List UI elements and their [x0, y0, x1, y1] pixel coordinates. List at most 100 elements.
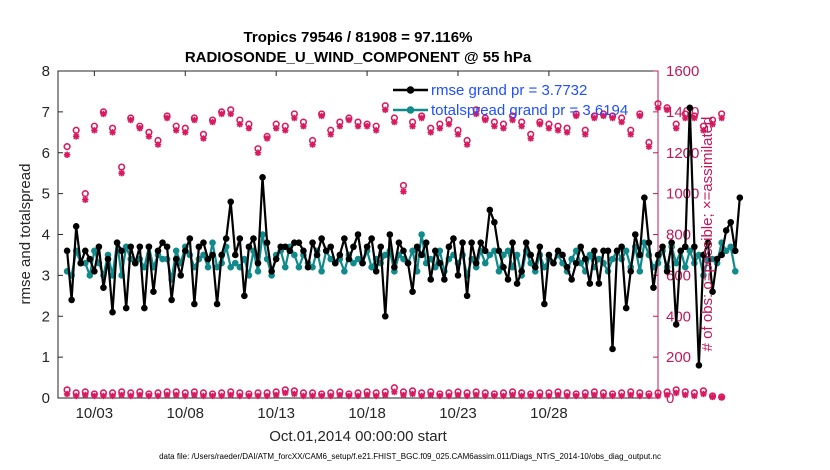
- obs-assimilated-point: [136, 125, 144, 132]
- rmse-point: [72, 223, 80, 230]
- rmse-point: [591, 247, 598, 255]
- rmse-point: [554, 247, 562, 255]
- rmse-point: [418, 251, 425, 259]
- obs-assimilated-point: [427, 129, 434, 136]
- rmse-point: [468, 239, 475, 246]
- rmse-point: [113, 239, 121, 246]
- rmse-point: [604, 247, 612, 255]
- rmse-point: [372, 267, 380, 275]
- rmse-point: [413, 243, 421, 251]
- obs-assimilated-point: [654, 104, 662, 111]
- obs-low-assimilated-point: [618, 392, 625, 400]
- totalspread-point: [641, 239, 648, 246]
- chart-title: Tropics 79546 / 81908 = 97.116%: [244, 29, 473, 46]
- rmse-point: [559, 251, 566, 259]
- obs-low-assimilated-point: [700, 390, 707, 398]
- rmse-point: [181, 247, 189, 255]
- obs-low-assimilated-point: [718, 394, 725, 401]
- obs-low-assimilated-point: [345, 392, 353, 400]
- totalspread-point: [577, 259, 585, 267]
- obs-assimilated-point: [154, 141, 162, 148]
- totalspread-point: [91, 247, 98, 255]
- rmse-point: [204, 255, 212, 263]
- totalspread-point: [81, 259, 89, 267]
- obs-low-assimilated-point: [272, 391, 280, 399]
- obs-low-assimilated-point: [418, 392, 425, 400]
- obs-assimilated-point: [300, 122, 307, 130]
- obs-assimilated-point: [482, 116, 489, 124]
- totalspread-point: [500, 251, 507, 259]
- totalspread-point: [572, 247, 580, 255]
- obs-assimilated-point: [163, 114, 171, 122]
- rmse-point: [268, 267, 275, 275]
- rmse-point: [650, 284, 657, 291]
- rmse-point: [109, 308, 116, 316]
- totalspread-point: [350, 259, 357, 267]
- obs-low-assimilated-point: [336, 391, 344, 399]
- rmse-point: [191, 300, 198, 308]
- obs-possible-point: [399, 181, 408, 190]
- obs-low-assimilated-point: [500, 392, 507, 400]
- totalspread-point: [172, 247, 180, 255]
- obs-assimilated-point: [500, 125, 507, 132]
- rmse-point: [295, 239, 303, 246]
- obs-assimilated-point: [691, 114, 698, 122]
- obs-assimilated-point: [527, 135, 534, 142]
- rmse-point: [541, 300, 548, 308]
- rmse-point: [481, 247, 489, 255]
- legend-spread-marker: [406, 106, 415, 114]
- rmse-point: [100, 284, 107, 291]
- rmse-point: [686, 104, 694, 112]
- x-tick-label: 10/18: [348, 405, 386, 422]
- obs-low-assimilated-point: [172, 391, 180, 399]
- rmse-point: [368, 235, 375, 242]
- obs-low-assimilated-point: [445, 392, 453, 400]
- obs-low-assimilated-point: [609, 392, 616, 400]
- obs-assimilated-point: [363, 122, 371, 130]
- rmse-point: [118, 247, 125, 255]
- rmse-point: [327, 243, 335, 251]
- rmse-point: [613, 247, 621, 255]
- rmse-point: [291, 239, 298, 246]
- legend-spread-text: totalspread grand pr = 3.6194: [431, 102, 628, 119]
- obs-low-assimilated-point: [636, 392, 644, 400]
- obs-low-assimilated-point: [654, 392, 662, 400]
- rmse-point: [672, 321, 680, 328]
- rmse-point: [563, 263, 571, 271]
- rmse-point: [513, 280, 521, 287]
- obs-low-assimilated-point: [645, 392, 653, 400]
- rmse-point: [677, 247, 685, 255]
- plot-area: 0123456780200400600800100012001400160010…: [42, 63, 744, 422]
- rmse-point: [263, 239, 271, 246]
- rmse-point: [177, 272, 185, 279]
- rmse-point: [568, 276, 575, 283]
- obs-low-assimilated-point: [145, 392, 153, 400]
- rmse-point: [336, 251, 344, 259]
- y-tick-label: 8: [42, 63, 50, 80]
- rmse-point: [395, 239, 403, 246]
- rmse-point: [586, 280, 594, 287]
- rmse-point: [641, 194, 648, 202]
- obs-assimilated-point: [563, 129, 571, 136]
- rmse-point: [727, 218, 735, 226]
- rmse-point: [722, 227, 730, 234]
- totalspread-point: [709, 255, 716, 263]
- obs-low-assimilated-point: [482, 392, 489, 400]
- obs-low-assimilated-point: [109, 392, 116, 400]
- rmse-point: [477, 239, 485, 246]
- rmse-point: [150, 288, 157, 296]
- obs-low-assimilated-point: [218, 392, 225, 400]
- obs-assimilated-point: [445, 120, 453, 128]
- rmse-point: [377, 243, 385, 251]
- obs-assimilated-point: [536, 120, 544, 128]
- totalspread-point: [295, 263, 303, 271]
- rmse-point: [250, 235, 257, 242]
- rmse-point: [459, 239, 466, 246]
- obs-low-assimilated-point: [491, 392, 498, 400]
- rmse-point: [154, 247, 162, 255]
- y-right-tick-label: 400: [666, 308, 691, 325]
- obs-assimilated-point: [591, 114, 598, 122]
- obs-low-assimilated-point: [236, 392, 244, 400]
- obs-assimilated-point: [100, 110, 107, 118]
- totalspread-point: [213, 263, 221, 271]
